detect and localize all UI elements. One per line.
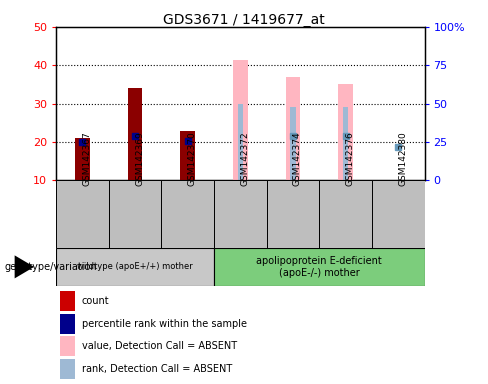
Text: count: count [82,296,109,306]
Bar [338,84,353,180]
Text: GDS3671 / 1419677_at: GDS3671 / 1419677_at [163,13,325,27]
Bar [214,180,266,248]
Bar [181,131,195,180]
Bar [266,180,319,248]
Bar [56,248,214,286]
Text: apolipoprotein E-deficient
(apoE-/-) mother: apolipoprotein E-deficient (apoE-/-) mot… [256,256,382,278]
Bar [60,336,75,356]
Text: GSM142369: GSM142369 [135,131,144,186]
Text: GSM142367: GSM142367 [82,131,91,186]
Text: percentile rank within the sample: percentile rank within the sample [82,319,247,329]
Text: GSM142374: GSM142374 [293,131,302,186]
Text: GSM142372: GSM142372 [240,131,249,186]
Bar [56,180,109,248]
Text: GSM142380: GSM142380 [398,131,407,186]
Bar [233,60,248,180]
Bar [128,88,142,180]
Text: GSM142370: GSM142370 [188,131,197,186]
Bar [285,77,300,180]
Text: GSM142376: GSM142376 [346,131,355,186]
Bar [238,104,243,180]
Bar [109,180,162,248]
Bar [372,180,425,248]
Text: wildtype (apoE+/+) mother: wildtype (apoE+/+) mother [77,262,193,271]
Bar [60,291,75,311]
Text: genotype/variation: genotype/variation [5,262,98,272]
Bar [60,314,75,334]
Text: rank, Detection Call = ABSENT: rank, Detection Call = ABSENT [82,364,232,374]
Polygon shape [15,255,34,278]
Bar [319,180,372,248]
Bar [343,107,348,180]
Bar [290,107,296,180]
Bar [162,180,214,248]
Text: value, Detection Call = ABSENT: value, Detection Call = ABSENT [82,341,237,351]
Bar [60,359,75,379]
Bar [75,138,90,180]
Bar [214,248,425,286]
